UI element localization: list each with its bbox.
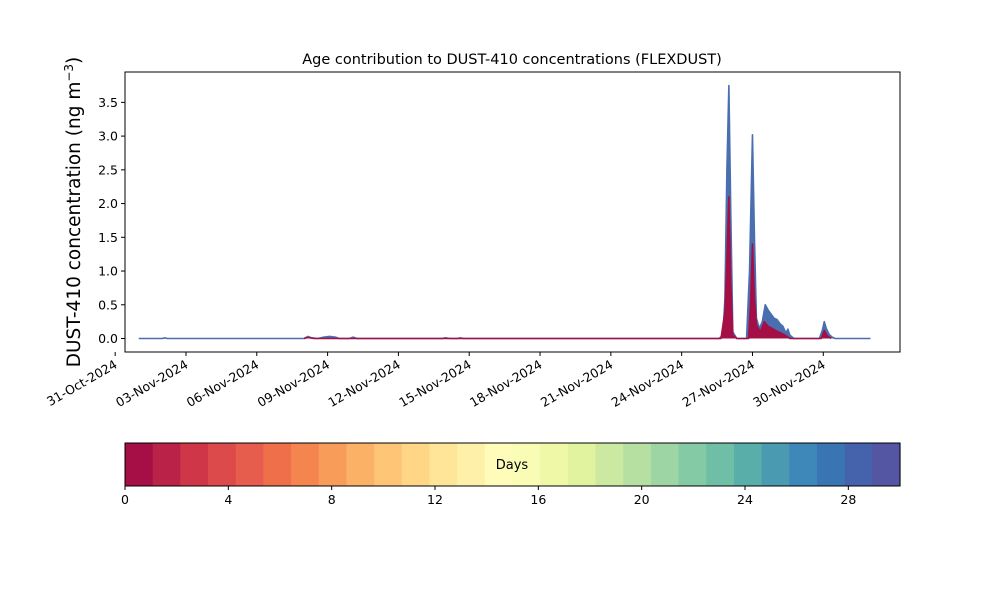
colorbar-segment [318, 443, 348, 486]
colorbar-segment [152, 443, 181, 486]
colorbar-segment [872, 443, 901, 486]
colorbar-tick-label: 8 [328, 492, 336, 507]
x-tick-label: 30-Nov-2024 [750, 357, 828, 410]
colorbar-frame [124, 442, 901, 487]
colorbar-segment [733, 443, 763, 486]
colorbar-tick-label: 20 [634, 492, 650, 507]
x-tick-label: 15-Nov-2024 [396, 357, 474, 410]
y-tick-label: 1.0 [98, 264, 118, 279]
x-tick-label: 03-Nov-2024 [113, 357, 191, 410]
colorbar-segment [816, 443, 846, 486]
colorbar-segment [623, 443, 652, 486]
colorbar-tick-label: 4 [224, 492, 232, 507]
colorbar-segment [180, 443, 209, 486]
y-tick-label: 1.5 [98, 230, 118, 245]
y-axis-label: DUST-410 concentration (ng m−3) [62, 57, 85, 368]
x-tick-label: 18-Nov-2024 [467, 357, 545, 410]
colorbar-segment [457, 443, 486, 486]
x-tick-label: 24-Nov-2024 [609, 357, 687, 410]
colorbar-tick-label: 12 [427, 492, 443, 507]
colorbar-segment [650, 443, 680, 486]
plot-frame [124, 71, 901, 353]
colorbar-segment [208, 443, 237, 486]
colorbar-segment [567, 443, 597, 486]
colorbar-segment [595, 443, 624, 486]
colorbar-segment [706, 443, 735, 486]
series-line-young [303, 196, 832, 340]
x-tick-label: 09-Nov-2024 [255, 357, 333, 410]
colorbar: 0 4 8 12 16 20 24 28 [121, 442, 901, 507]
x-tick-label: 12-Nov-2024 [325, 357, 403, 410]
x-tick-label: 21-Nov-2024 [538, 357, 616, 410]
y-axis-label-close: ) [64, 57, 85, 64]
colorbar-segment [789, 443, 818, 486]
y-axis-label-main: DUST-410 concentration (ng m [64, 82, 85, 368]
colorbar-segment [401, 443, 431, 486]
colorbar-tick-label: 16 [530, 492, 546, 507]
colorbar-segment [484, 443, 514, 486]
colorbar-segment [429, 443, 458, 486]
colorbar-segment [235, 443, 264, 486]
colorbar-segment [291, 443, 320, 486]
y-tick-label: 3.5 [98, 95, 118, 110]
colorbar-tick-label: 24 [737, 492, 753, 507]
series-line-total [138, 84, 871, 340]
y-tick-label: 3.0 [98, 129, 118, 144]
colorbar-segment [678, 443, 707, 486]
y-tick-label: 0.5 [98, 297, 118, 312]
y-tick-label: 2.5 [98, 162, 118, 177]
series-area-total [138, 85, 871, 339]
colorbar-segment [761, 443, 790, 486]
colorbar-label: Days [496, 458, 529, 473]
colorbar-segment [346, 443, 375, 486]
axes: 0.00.51.01.52.02.53.03.531-Oct-202403-No… [44, 71, 901, 410]
x-tick-label: 27-Nov-2024 [679, 357, 757, 410]
colorbar-tick-label: 28 [840, 492, 856, 507]
y-tick-label: 2.0 [98, 196, 118, 211]
colorbar-segment [125, 443, 154, 486]
colorbar-segment [263, 443, 292, 486]
x-tick-label: 06-Nov-2024 [184, 357, 262, 410]
colorbar-segment [540, 443, 569, 486]
y-tick-label: 0.0 [98, 331, 118, 346]
colorbar-segment [374, 443, 403, 486]
colorbar-segment [512, 443, 541, 486]
colorbar-segment [844, 443, 873, 486]
y-axis-label-unit-exponent: −3 [62, 64, 76, 82]
colorbar-tick-label: 0 [121, 492, 129, 507]
plot-area [138, 84, 871, 340]
chart-title: Age contribution to DUST-410 concentrati… [302, 52, 722, 68]
